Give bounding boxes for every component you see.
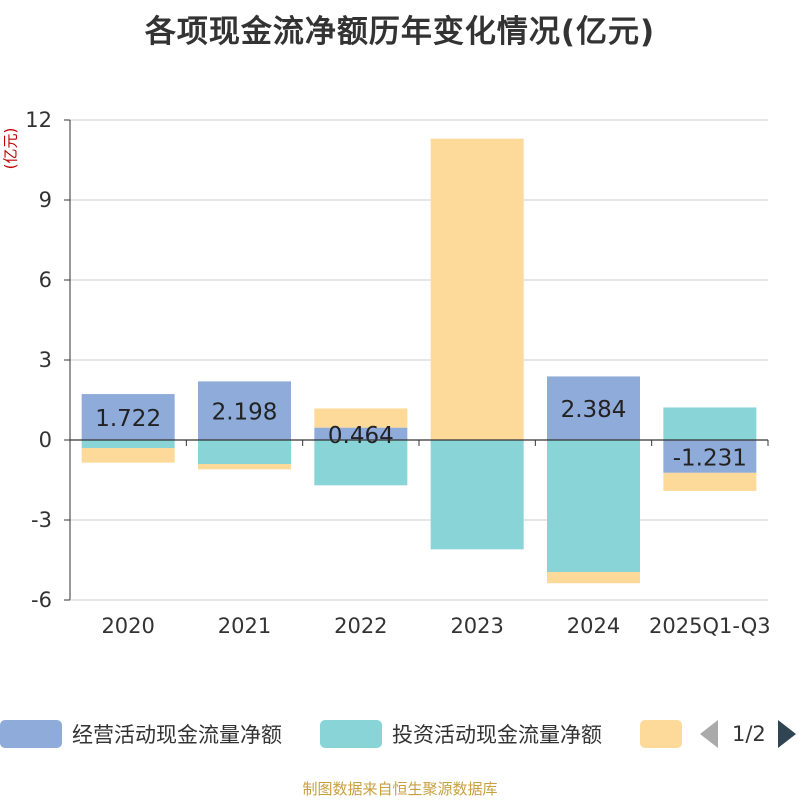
bar-financing-2024 [547,572,640,584]
bar-investing-2022 [314,440,408,486]
legend-page-indicator: 1/2 [732,722,766,746]
bar-operating-2025Q1-Q3 [663,440,757,473]
bar-operating-2021 [198,381,291,440]
legend-swatch-financing [640,720,682,748]
chart-title: 各项现金流净额历年变化情况(亿元) [144,14,656,50]
bar-investing-2021 [198,440,291,464]
x-tick-label-2023: 2023 [450,614,503,638]
y-tick-label: 0 [39,428,52,452]
bar-operating-2022 [314,427,408,440]
data-label-operating-2020: 1.722 [95,406,161,432]
y-tick-label: 3 [39,348,52,372]
bar-financing-2025Q1-Q3 [663,472,757,491]
legend-item-financing[interactable] [640,720,682,748]
bar-investing-2020 [81,440,175,448]
bar-investing-2025Q1-Q3 [663,407,757,440]
legend: 经营活动现金流量净额 投资活动现金流量净额 1/2 [0,716,800,752]
x-tick-label-2022: 2022 [334,614,387,638]
y-tick-label: -6 [31,588,52,612]
y-tick-label: 12 [25,108,52,132]
bar-financing-2021 [198,464,291,470]
data-label-operating-2025Q1-Q3: -1.231 [673,445,747,471]
legend-pager: 1/2 [700,720,796,748]
bar-financing-2022 [314,408,408,428]
x-tick-label-2025Q1-Q3: 2025Q1-Q3 [649,614,771,638]
bar-financing-2020 [81,448,175,463]
legend-next-page-icon[interactable] [777,720,796,748]
data-label-operating-2021: 2.198 [212,400,278,426]
legend-swatch-investing [320,720,382,748]
x-tick-label-2020: 2020 [101,614,154,638]
legend-prev-page-icon[interactable] [700,720,718,748]
bar-operating-2020 [81,394,175,440]
legend-item-operating[interactable]: 经营活动现金流量净额 [0,720,282,748]
y-tick-label: 6 [39,268,52,292]
legend-label-investing: 投资活动现金流量净额 [392,723,602,747]
data-label-operating-2022: 0.464 [328,423,394,449]
y-tick-label: -3 [31,508,52,532]
bar-operating-2024 [547,376,640,440]
stacked-bar-chart: -6 -3 0 3 6 9 12 1.722 2.198 0.464 2.384 -1.231 2020… [25,108,771,638]
bar-investing-2024 [547,440,640,572]
data-label-operating-2024: 2.384 [561,397,627,423]
legend-label-operating: 经营活动现金流量净额 [72,723,282,747]
y-tick-label: 9 [39,188,52,212]
x-tick-label-2021: 2021 [218,614,271,638]
bar-financing-2023 [430,138,524,440]
x-tick-label-2024: 2024 [567,614,620,638]
bar-investing-2023 [430,440,524,550]
legend-item-investing[interactable]: 投资活动现金流量净额 [320,720,602,748]
data-source-note: 制图数据来自恒生聚源数据库 [302,780,498,798]
legend-swatch-operating [0,720,62,748]
